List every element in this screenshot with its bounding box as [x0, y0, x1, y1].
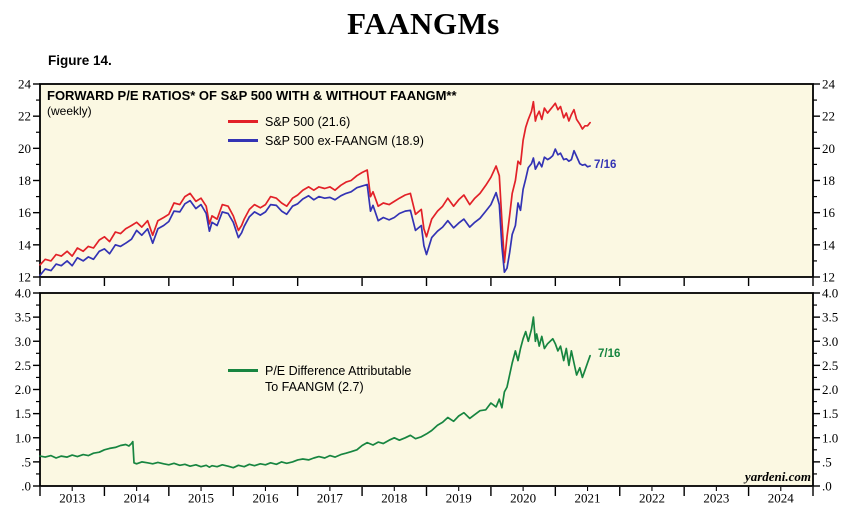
ex-faangm-date-annotation: 7/16 — [594, 159, 617, 171]
y-axis-tick-label: 1.5 — [15, 406, 31, 421]
difference-legend-line2: To FAANGM (2.7) — [265, 380, 364, 394]
y-axis-tick-label: 12 — [18, 270, 31, 285]
y-axis-tick-label: 12 — [822, 270, 835, 285]
sp500-series-line — [39, 100, 591, 266]
x-axis-year-label: 2016 — [252, 491, 279, 506]
x-axis-year-label: 2017 — [317, 491, 344, 506]
difference-legend-label: P/E Difference Attributable To FAANGM (2… — [265, 363, 411, 395]
difference-legend-line1: P/E Difference Attributable — [265, 364, 412, 378]
y-axis-tick-label: 22 — [18, 109, 31, 124]
page-title: FAANGMs — [347, 6, 500, 41]
top-panel-background — [39, 83, 814, 278]
y-axis-tick-label: .0 — [21, 479, 31, 494]
y-axis-tick-label: 3.5 — [15, 310, 31, 325]
sp500-line-swatch — [228, 120, 258, 123]
y-axis-tick-label: .0 — [822, 479, 832, 494]
legend-row-ex-faangm: S&P 500 ex-FAANGM (18.9) — [228, 131, 424, 150]
y-axis-tick-label: 20 — [822, 141, 835, 156]
y-axis-tick-label: 24 — [18, 77, 32, 92]
ex-faangm-series-line — [39, 148, 591, 277]
y-axis-tick-label: 14 — [18, 237, 32, 252]
ex-faangm-line-swatch — [228, 139, 258, 142]
y-axis-tick-label: 18 — [822, 173, 835, 188]
difference-date-annotation: 7/16 — [598, 348, 621, 360]
x-axis-year-label: 2018 — [381, 491, 407, 506]
y-axis-tick-label: 3.0 — [15, 334, 31, 349]
y-axis-tick-label: 1.0 — [15, 430, 31, 445]
y-axis-tick-label: 16 — [18, 205, 32, 220]
y-axis-tick-label: 1.5 — [822, 406, 838, 421]
figure-label: Figure 14. — [48, 53, 112, 68]
top-panel-subtitle: (weekly) — [47, 104, 92, 118]
y-axis-tick-label: 22 — [822, 109, 835, 124]
x-axis-year-label: 2023 — [703, 491, 729, 506]
y-axis-tick-label: 14 — [822, 237, 836, 252]
y-axis-tick-label: 1.0 — [822, 430, 838, 445]
y-axis-tick-label: 24 — [822, 77, 836, 92]
y-axis-tick-label: 2.5 — [15, 358, 31, 373]
watermark: yardeni.com — [744, 469, 811, 484]
sp500-legend-label: S&P 500 (21.6) — [265, 114, 351, 129]
x-axis-year-label: 2021 — [575, 491, 601, 506]
difference-series-line — [39, 316, 591, 469]
legend-row-sp500: S&P 500 (21.6) — [228, 112, 424, 131]
y-axis-tick-label: 20 — [18, 141, 31, 156]
y-axis-tick-label: 3.5 — [822, 310, 838, 325]
difference-line-swatch — [228, 369, 258, 372]
y-axis-tick-label: 3.0 — [822, 334, 838, 349]
x-axis-year-label: 2022 — [639, 491, 665, 506]
ex-faangm-legend-label: S&P 500 ex-FAANGM (18.9) — [265, 133, 424, 148]
y-axis-tick-label: 16 — [822, 205, 836, 220]
y-axis-tick-label: 4.0 — [15, 286, 31, 301]
x-axis-year-label: 2020 — [510, 491, 536, 506]
x-axis-year-label: 2024 — [768, 491, 795, 506]
bottom-panel-legend: P/E Difference Attributable To FAANGM (2… — [228, 363, 411, 395]
y-axis-tick-label: 2.5 — [822, 358, 838, 373]
y-axis-tick-label: .5 — [21, 454, 31, 469]
x-axis-year-label: 2015 — [188, 491, 214, 506]
y-axis-tick-label: 2.0 — [822, 382, 838, 397]
x-axis-year-label: 2019 — [446, 491, 472, 506]
x-axis-year-label: 2014 — [124, 491, 151, 506]
top-panel-legend: S&P 500 (21.6) S&P 500 ex-FAANGM (18.9) — [228, 112, 424, 150]
top-panel-title: FORWARD P/E RATIOS* OF S&P 500 WITH & WI… — [47, 88, 457, 103]
bottom-panel-background — [39, 292, 814, 487]
y-axis-tick-label: 2.0 — [15, 382, 31, 397]
y-axis-tick-label: 4.0 — [822, 286, 838, 301]
y-axis-tick-label: 18 — [18, 173, 31, 188]
y-axis-tick-label: .5 — [822, 454, 832, 469]
x-axis-year-label: 2013 — [59, 491, 85, 506]
